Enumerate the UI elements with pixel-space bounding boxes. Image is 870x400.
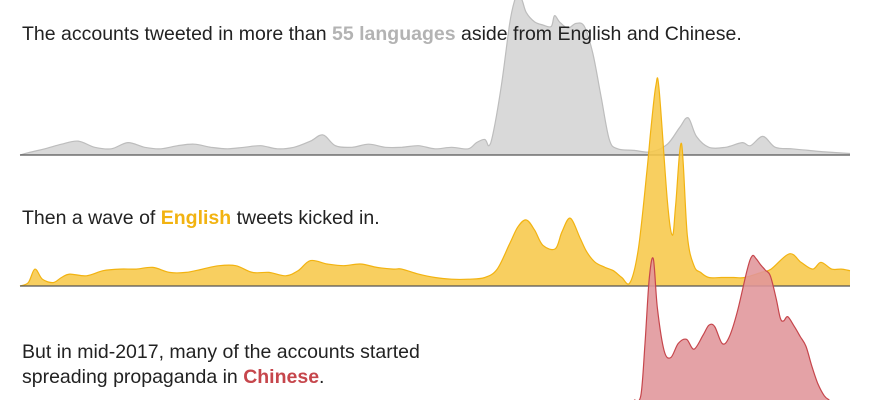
caption-other-post: aside from English and Chinese.	[455, 23, 742, 45]
caption-chinese-post: .	[319, 366, 325, 388]
caption-english: Then a wave of English tweets kicked in.	[22, 206, 380, 231]
highlight-other-languages: 55 languages	[332, 23, 456, 45]
caption-english-post: tweets kicked in.	[231, 207, 380, 229]
chinese-line	[633, 254, 830, 400]
other-line	[19, 0, 851, 156]
chinese-area	[634, 255, 830, 400]
caption-other-pre: The accounts tweeted in more than	[22, 23, 333, 45]
highlight-english: English	[160, 207, 232, 229]
highlight-chinese: Chinese	[243, 366, 320, 388]
caption-english-pre: Then a wave of	[22, 207, 161, 229]
english-line	[19, 77, 851, 287]
caption-chinese: But in mid-2017, many of the accounts st…	[22, 340, 420, 390]
caption-chinese-line1: But in mid-2017, many of the accounts st…	[22, 341, 420, 363]
caption-chinese-pre: spreading propaganda in	[22, 366, 244, 388]
english-area	[20, 77, 850, 286]
caption-other-languages: The accounts tweeted in more than 55 lan…	[22, 22, 742, 47]
